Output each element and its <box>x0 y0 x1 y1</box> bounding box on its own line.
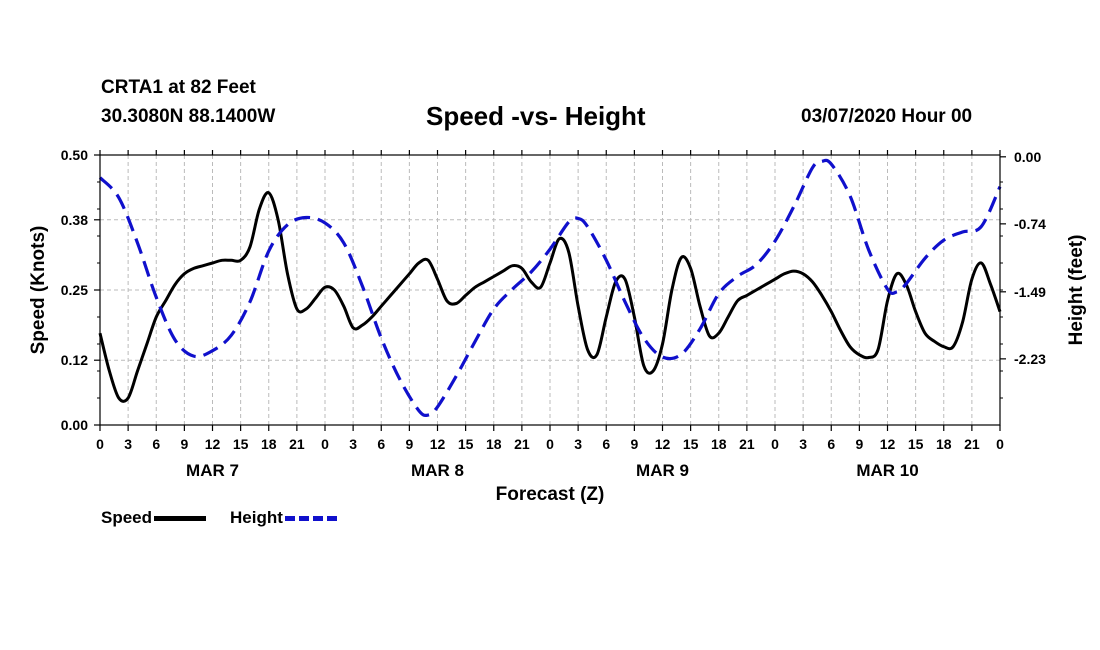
x-tick-label: 18 <box>486 436 502 452</box>
x-tick-label: 9 <box>405 436 413 452</box>
chart-title: Speed -vs- Height <box>426 101 646 131</box>
legend-speed-label: Speed <box>101 508 153 527</box>
ticks <box>94 150 1006 431</box>
x-tick-label: 0 <box>321 436 329 452</box>
date-label: MAR 9 <box>636 461 689 480</box>
right-tick-label: 0.00 <box>1014 149 1041 165</box>
legend-speed: Speed <box>101 508 207 528</box>
left-tick-label: 0.12 <box>61 352 88 368</box>
series-layer <box>98 158 1002 418</box>
x-tick-label: 12 <box>880 436 896 452</box>
x-tick-label: 3 <box>124 436 132 452</box>
x-axis-title: Forecast (Z) <box>496 484 605 505</box>
tick-labels: 0.50 0.38 0.25 0.12 0.00 0.00 -0.74 -1.49 -2.23 0… <box>61 147 1046 480</box>
x-tick-label: 3 <box>799 436 807 452</box>
x-tick-label: 0 <box>96 436 104 452</box>
x-tick-label: 21 <box>289 436 305 452</box>
x-tick-label: 12 <box>655 436 671 452</box>
x-tick-label: 15 <box>233 436 249 452</box>
x-tick-label: 6 <box>377 436 385 452</box>
height-series-line <box>98 158 1002 418</box>
legend-height: Height <box>230 508 337 528</box>
left-tick-label: 0.38 <box>61 212 88 228</box>
right-tick-label: -2.23 <box>1014 351 1046 367</box>
right-tick-label: -1.49 <box>1014 284 1046 300</box>
x-tick-label: 6 <box>827 436 835 452</box>
x-tick-label: 15 <box>683 436 699 452</box>
x-tick-label: 9 <box>630 436 638 452</box>
x-tick-label: 15 <box>458 436 474 452</box>
x-tick-label: 6 <box>152 436 160 452</box>
x-tick-label: 21 <box>964 436 980 452</box>
grid <box>100 155 1000 425</box>
y-axis-left-title: Speed (Knots) <box>28 226 49 355</box>
left-tick-label: 0.50 <box>61 147 88 163</box>
date-label: MAR 10 <box>856 461 918 480</box>
x-tick-label: 3 <box>574 436 582 452</box>
legend-height-label: Height <box>230 508 283 527</box>
x-tick-label: 18 <box>711 436 727 452</box>
left-tick-label: 0.25 <box>61 282 88 298</box>
run-time-label: 03/07/2020 Hour 00 <box>801 106 973 127</box>
left-tick-label: 0.00 <box>61 417 88 433</box>
station-label: CRTA1 at 82 Feet <box>101 77 256 98</box>
x-tick-label: 18 <box>936 436 952 452</box>
x-tick-label: 0 <box>546 436 554 452</box>
x-tick-label: 21 <box>739 436 755 452</box>
x-tick-label: 15 <box>908 436 924 452</box>
x-tick-label: 6 <box>602 436 610 452</box>
x-tick-label: 0 <box>771 436 779 452</box>
legend-speed-swatch <box>154 515 207 521</box>
date-label: MAR 8 <box>411 461 464 480</box>
coordinates-label: 30.3080N 88.1400W <box>101 106 276 127</box>
x-tick-label: 0 <box>996 436 1004 452</box>
x-tick-label: 9 <box>855 436 863 452</box>
x-tick-label: 21 <box>514 436 530 452</box>
x-tick-label: 9 <box>180 436 188 452</box>
speed-series-line <box>98 191 1002 403</box>
date-label: MAR 7 <box>186 461 239 480</box>
x-tick-label: 12 <box>205 436 221 452</box>
right-tick-label: -0.74 <box>1014 216 1046 232</box>
x-tick-label: 18 <box>261 436 277 452</box>
x-tick-label: 12 <box>430 436 446 452</box>
y-axis-right-title: Height (feet) <box>1066 235 1087 346</box>
x-tick-label: 3 <box>349 436 357 452</box>
legend-height-swatch <box>284 515 337 521</box>
